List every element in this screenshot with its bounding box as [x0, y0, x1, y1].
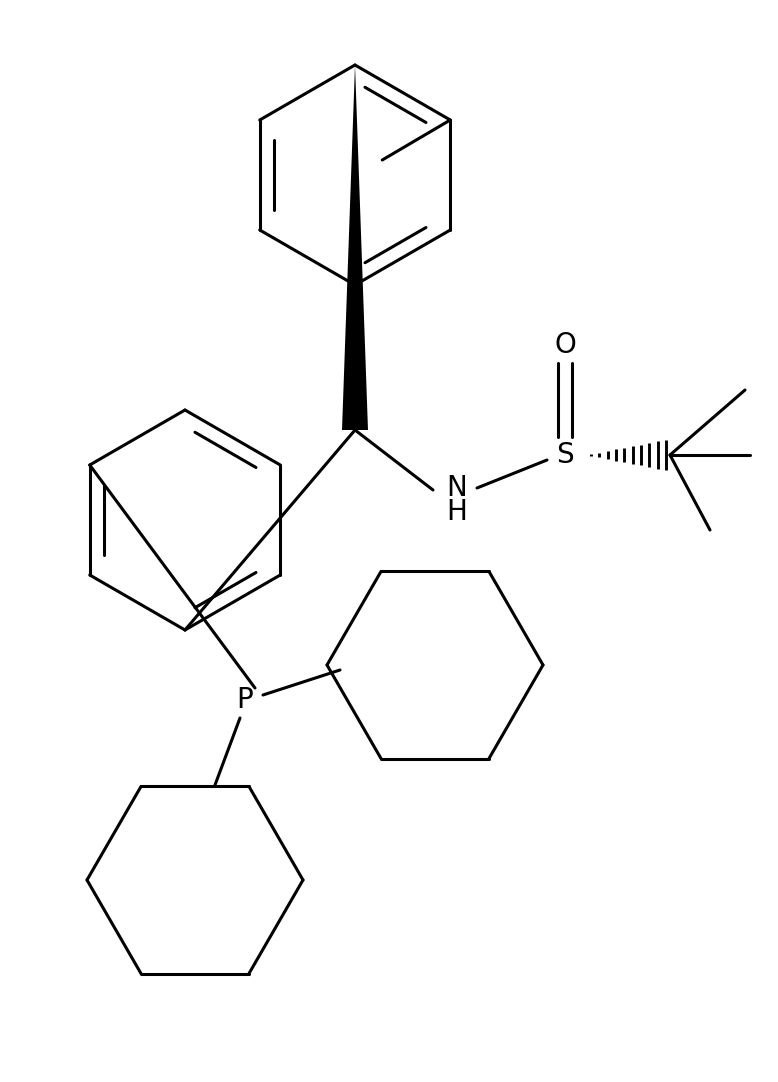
Text: P: P [237, 686, 254, 714]
Text: N: N [447, 474, 468, 502]
Text: S: S [556, 441, 574, 469]
Polygon shape [342, 65, 368, 430]
Text: H: H [447, 498, 468, 526]
Text: O: O [554, 331, 576, 359]
